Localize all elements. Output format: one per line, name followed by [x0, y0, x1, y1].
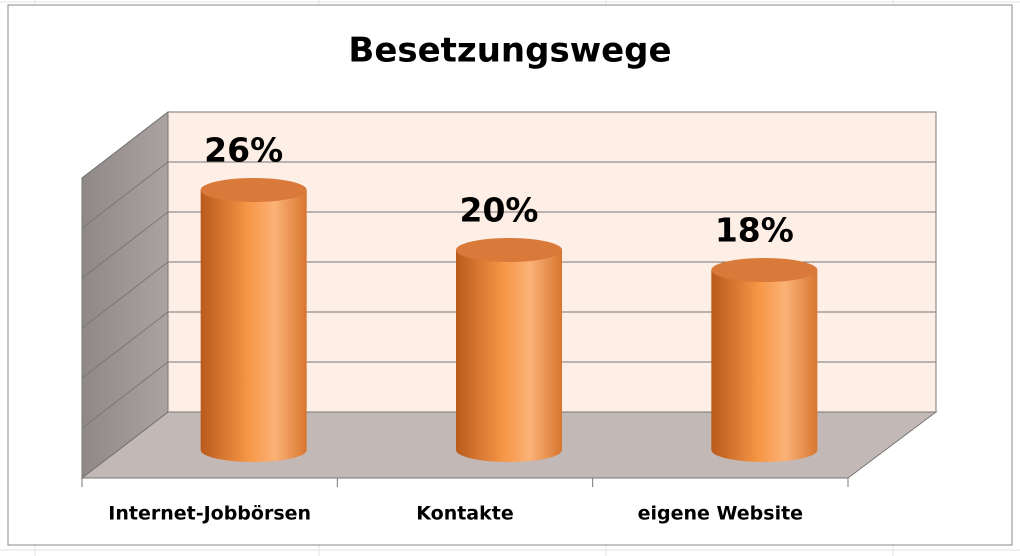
bar: [711, 258, 818, 462]
cylinder-top: [200, 178, 307, 202]
side-grid-line: [81, 411, 169, 479]
side-grid-line: [81, 361, 169, 429]
x-tick-label: eigene Website: [638, 503, 803, 525]
x-tick-label: Kontakte: [416, 503, 513, 525]
side-grid-line: [81, 261, 169, 329]
value-label: 26%: [204, 131, 283, 170]
bar: [456, 238, 562, 462]
cylinder-body: [711, 270, 818, 462]
chart-title: Besetzungswege: [348, 31, 671, 71]
cylinder-body: [456, 250, 562, 462]
cylinder-top: [711, 258, 818, 282]
cylinder-top: [456, 238, 562, 262]
side-grid-line: [81, 211, 169, 279]
cylinder-body: [200, 190, 307, 462]
side-grid-line: [81, 311, 169, 379]
bar: [200, 178, 307, 462]
side-grid-line: [81, 161, 169, 229]
value-label: 20%: [460, 191, 539, 230]
side-grid-line: [81, 111, 169, 179]
value-label: 18%: [715, 211, 794, 250]
x-tick-label: Internet-Jobbörsen: [108, 503, 311, 525]
plot: [200, 178, 818, 462]
